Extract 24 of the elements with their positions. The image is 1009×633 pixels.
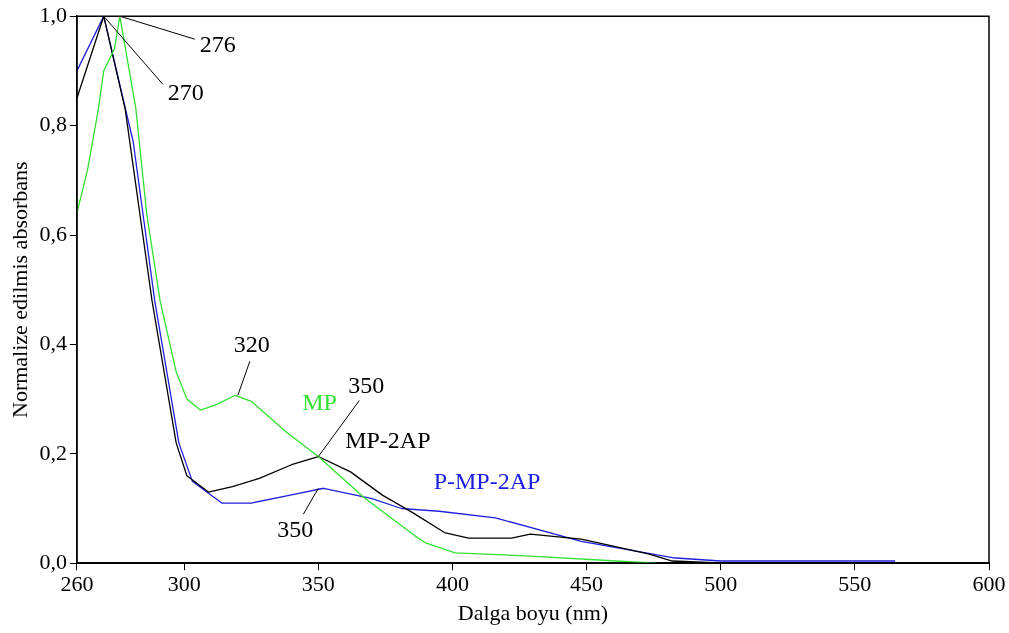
- annotation: 320: [233, 330, 270, 357]
- x-tick-label: 450: [570, 571, 604, 597]
- x-tick-label: 260: [60, 571, 94, 597]
- series-label: MP-2AP: [345, 427, 431, 454]
- x-tick-label: 350: [301, 571, 335, 597]
- y-tick-label: 0,2: [39, 439, 67, 465]
- y-tick-label: 0,6: [39, 220, 67, 246]
- x-tick-label: 600: [972, 571, 1006, 597]
- y-tick-label: 1,0: [39, 1, 67, 27]
- x-tick-label: 400: [435, 571, 469, 597]
- series-label: MP: [302, 388, 337, 415]
- annotation: 350: [348, 371, 385, 398]
- x-tick-label: 550: [838, 571, 872, 597]
- x-tick-label: 500: [704, 571, 738, 597]
- y-tick-label: 0,8: [39, 111, 67, 137]
- series-label: P-MP-2AP: [433, 468, 541, 495]
- annotation: 270: [167, 79, 204, 106]
- annotation: 276: [199, 31, 236, 58]
- y-tick-label: 0,0: [39, 548, 67, 574]
- x-axis-title: Dalga boyu (nm): [457, 599, 609, 625]
- y-axis-title: Normalize edilmis absorbans: [6, 161, 32, 418]
- y-tick-label: 0,4: [39, 330, 67, 356]
- annotation: 350: [277, 515, 314, 542]
- x-tick-label: 300: [167, 571, 201, 597]
